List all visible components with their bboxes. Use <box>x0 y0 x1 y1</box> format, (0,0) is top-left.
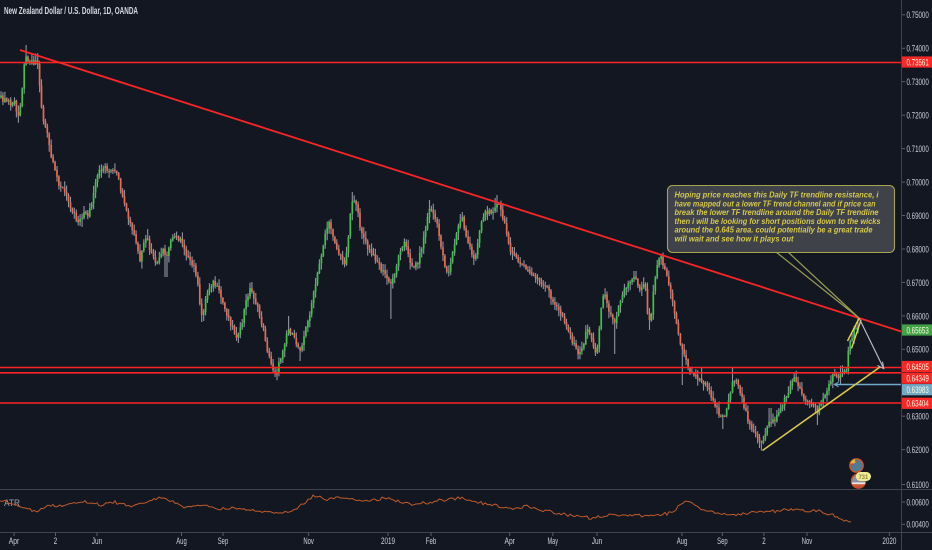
svg-text:0.61000: 0.61000 <box>907 480 929 491</box>
svg-text:2: 2 <box>54 536 57 547</box>
svg-text:Feb: Feb <box>426 536 437 547</box>
svg-text:0.63983: 0.63983 <box>907 385 929 396</box>
svg-text:0.63404: 0.63404 <box>907 399 929 410</box>
svg-text:0.00600: 0.00600 <box>907 497 929 508</box>
svg-text:ATR: ATR <box>4 498 20 508</box>
svg-text:break the lower TF trendline a: break the lower TF trendline around the … <box>675 207 879 217</box>
svg-text:0.70000: 0.70000 <box>907 178 929 189</box>
svg-text:May: May <box>548 536 559 547</box>
svg-text:then i will be looking for sho: then i will be looking for short positio… <box>675 216 881 226</box>
svg-text:New Zealand Dollar / U.S. Doll: New Zealand Dollar / U.S. Dollar, 1D, OA… <box>4 6 138 17</box>
svg-text:Apr: Apr <box>504 536 515 547</box>
svg-text:0.63000: 0.63000 <box>907 412 929 423</box>
svg-text:2020: 2020 <box>882 536 896 547</box>
svg-text:0.73561: 0.73561 <box>907 57 929 68</box>
svg-text:Sep: Sep <box>717 536 728 547</box>
svg-text:0.74000: 0.74000 <box>907 44 929 55</box>
svg-text:2019: 2019 <box>381 536 395 547</box>
svg-text:0.75000: 0.75000 <box>907 10 929 21</box>
svg-text:Nov: Nov <box>303 536 314 547</box>
svg-text:0.69000: 0.69000 <box>907 211 929 222</box>
svg-text:0.65653: 0.65653 <box>907 325 929 336</box>
svg-text:Aug: Aug <box>677 536 688 547</box>
svg-text:0.64349: 0.64349 <box>907 374 929 385</box>
svg-text:0.62000: 0.62000 <box>907 445 929 456</box>
svg-text:will wait and see how it plays: will wait and see how it plays out <box>675 233 795 243</box>
svg-text:Sep: Sep <box>218 536 229 547</box>
svg-text:Hoping price reaches this Dail: Hoping price reaches this Daily TF trend… <box>675 190 880 200</box>
svg-text:0.72000: 0.72000 <box>907 111 929 122</box>
svg-text:0.73000: 0.73000 <box>907 77 929 88</box>
svg-text:0.68000: 0.68000 <box>907 244 929 255</box>
svg-text:731: 731 <box>859 474 869 481</box>
svg-text:0.66000: 0.66000 <box>907 311 929 322</box>
svg-text:0.00400: 0.00400 <box>907 520 929 531</box>
svg-text:Aug: Aug <box>176 536 187 547</box>
svg-text:Jun: Jun <box>92 536 103 547</box>
svg-text:2: 2 <box>762 536 765 547</box>
svg-text:0.71000: 0.71000 <box>907 144 929 155</box>
svg-text:Jun: Jun <box>592 536 603 547</box>
svg-text:0.65000: 0.65000 <box>907 345 929 356</box>
svg-text:Nov: Nov <box>802 536 813 547</box>
svg-text:have mapped out a lower TF tre: have mapped out a lower TF trend channel… <box>675 198 876 208</box>
svg-text:around the 0.645 area. could p: around the 0.645 area. could potentially… <box>675 225 873 235</box>
svg-text:0.67000: 0.67000 <box>907 278 929 289</box>
svg-text:Apr: Apr <box>9 536 20 547</box>
svg-text:0.64505: 0.64505 <box>907 362 929 373</box>
